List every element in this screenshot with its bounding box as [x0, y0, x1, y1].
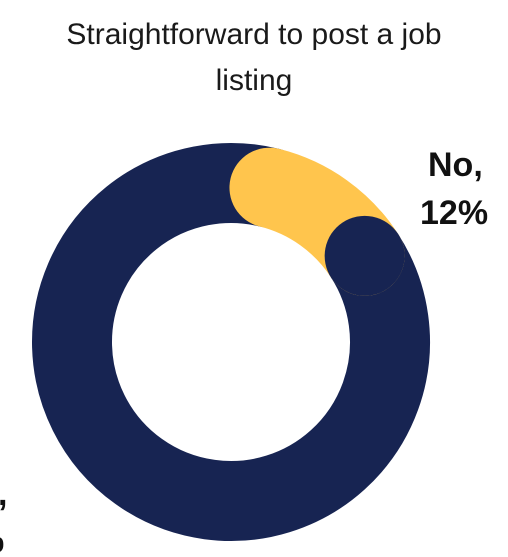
chart-title: Straightforward to post a job listing [0, 12, 508, 104]
data-label-yes-category: , [0, 475, 7, 513]
data-label-yes-value: % [0, 522, 4, 557]
chart-title-line-2: listing [215, 64, 293, 97]
data-label-no-category: No, [428, 146, 483, 184]
data-label-no-value: 12% [420, 194, 488, 232]
slice-yes [32, 143, 430, 541]
chart-title-line-1: Straightforward to post a job [66, 18, 442, 51]
slice-yes-cap [324, 215, 405, 296]
